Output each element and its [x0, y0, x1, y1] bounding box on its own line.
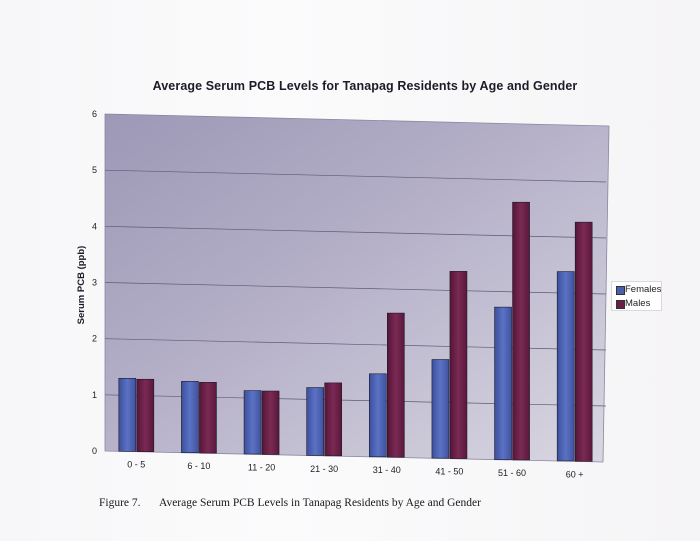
- legend-item-females: Females: [612, 284, 661, 296]
- bar-females-1: [181, 381, 199, 453]
- y-axis-ticks: 0 1 2 3 4 5 6: [92, 109, 97, 456]
- bars: [118, 201, 593, 462]
- bar-females-0: [118, 377, 137, 452]
- y-tick-label: 0: [92, 446, 97, 456]
- x-tick-label: 51 - 60: [498, 468, 526, 478]
- y-tick-label: 1: [92, 390, 97, 400]
- y-tick-label: 6: [92, 109, 97, 119]
- bar-males-5: [449, 271, 468, 459]
- chart-title: Average Serum PCB Levels for Tanapag Res…: [152, 79, 578, 93]
- legend-swatch-females: [616, 286, 625, 295]
- bar-males-4: [387, 312, 405, 458]
- legend-swatch-males: [616, 300, 625, 309]
- x-axis-ticks: 0 - 5 6 - 10 11 - 20 21 - 30 31 - 40 41 - 50 5…: [127, 460, 583, 480]
- x-tick-label: 60 +: [566, 469, 584, 479]
- legend-item-males: Males: [612, 298, 661, 310]
- figure-caption-text: Average Serum PCB Levels in Tanapag Resi…: [159, 497, 481, 509]
- y-tick-label: 3: [92, 278, 97, 288]
- bar-males-6: [512, 201, 530, 461]
- x-tick-label: 41 - 50: [435, 467, 463, 477]
- legend-label-females: Females: [625, 284, 662, 295]
- x-tick-label: 6 - 10: [187, 461, 210, 471]
- y-tick-label: 5: [92, 165, 97, 175]
- bar-males-1: [199, 382, 217, 454]
- bar-males-2: [261, 390, 280, 455]
- bar-females-2: [243, 390, 262, 455]
- x-tick-label: 31 - 40: [373, 465, 401, 475]
- x-tick-label: 21 - 30: [310, 464, 338, 474]
- bar-females-4: [369, 373, 387, 458]
- bar-females-5: [431, 359, 450, 459]
- bar-males-0: [136, 378, 155, 452]
- x-tick-label: 11 - 20: [248, 462, 275, 472]
- y-axis-label: Serum PCB (ppb): [76, 246, 87, 325]
- y-tick-label: 2: [92, 334, 97, 344]
- gridline: [104, 169, 607, 183]
- bar-males-7: [574, 221, 593, 462]
- bar-females-7: [556, 271, 575, 462]
- legend: Females Males: [611, 281, 662, 311]
- bar-females-3: [306, 387, 324, 456]
- bar-females-6: [494, 306, 512, 460]
- legend-label-males: Males: [625, 298, 651, 309]
- figure-label: Figure 7.: [99, 497, 141, 509]
- figure-caption: Figure 7. Average Serum PCB Levels in Tan…: [99, 497, 481, 509]
- y-tick-label: 4: [92, 221, 97, 231]
- bar-males-3: [324, 382, 342, 457]
- x-tick-label: 0 - 5: [127, 460, 145, 470]
